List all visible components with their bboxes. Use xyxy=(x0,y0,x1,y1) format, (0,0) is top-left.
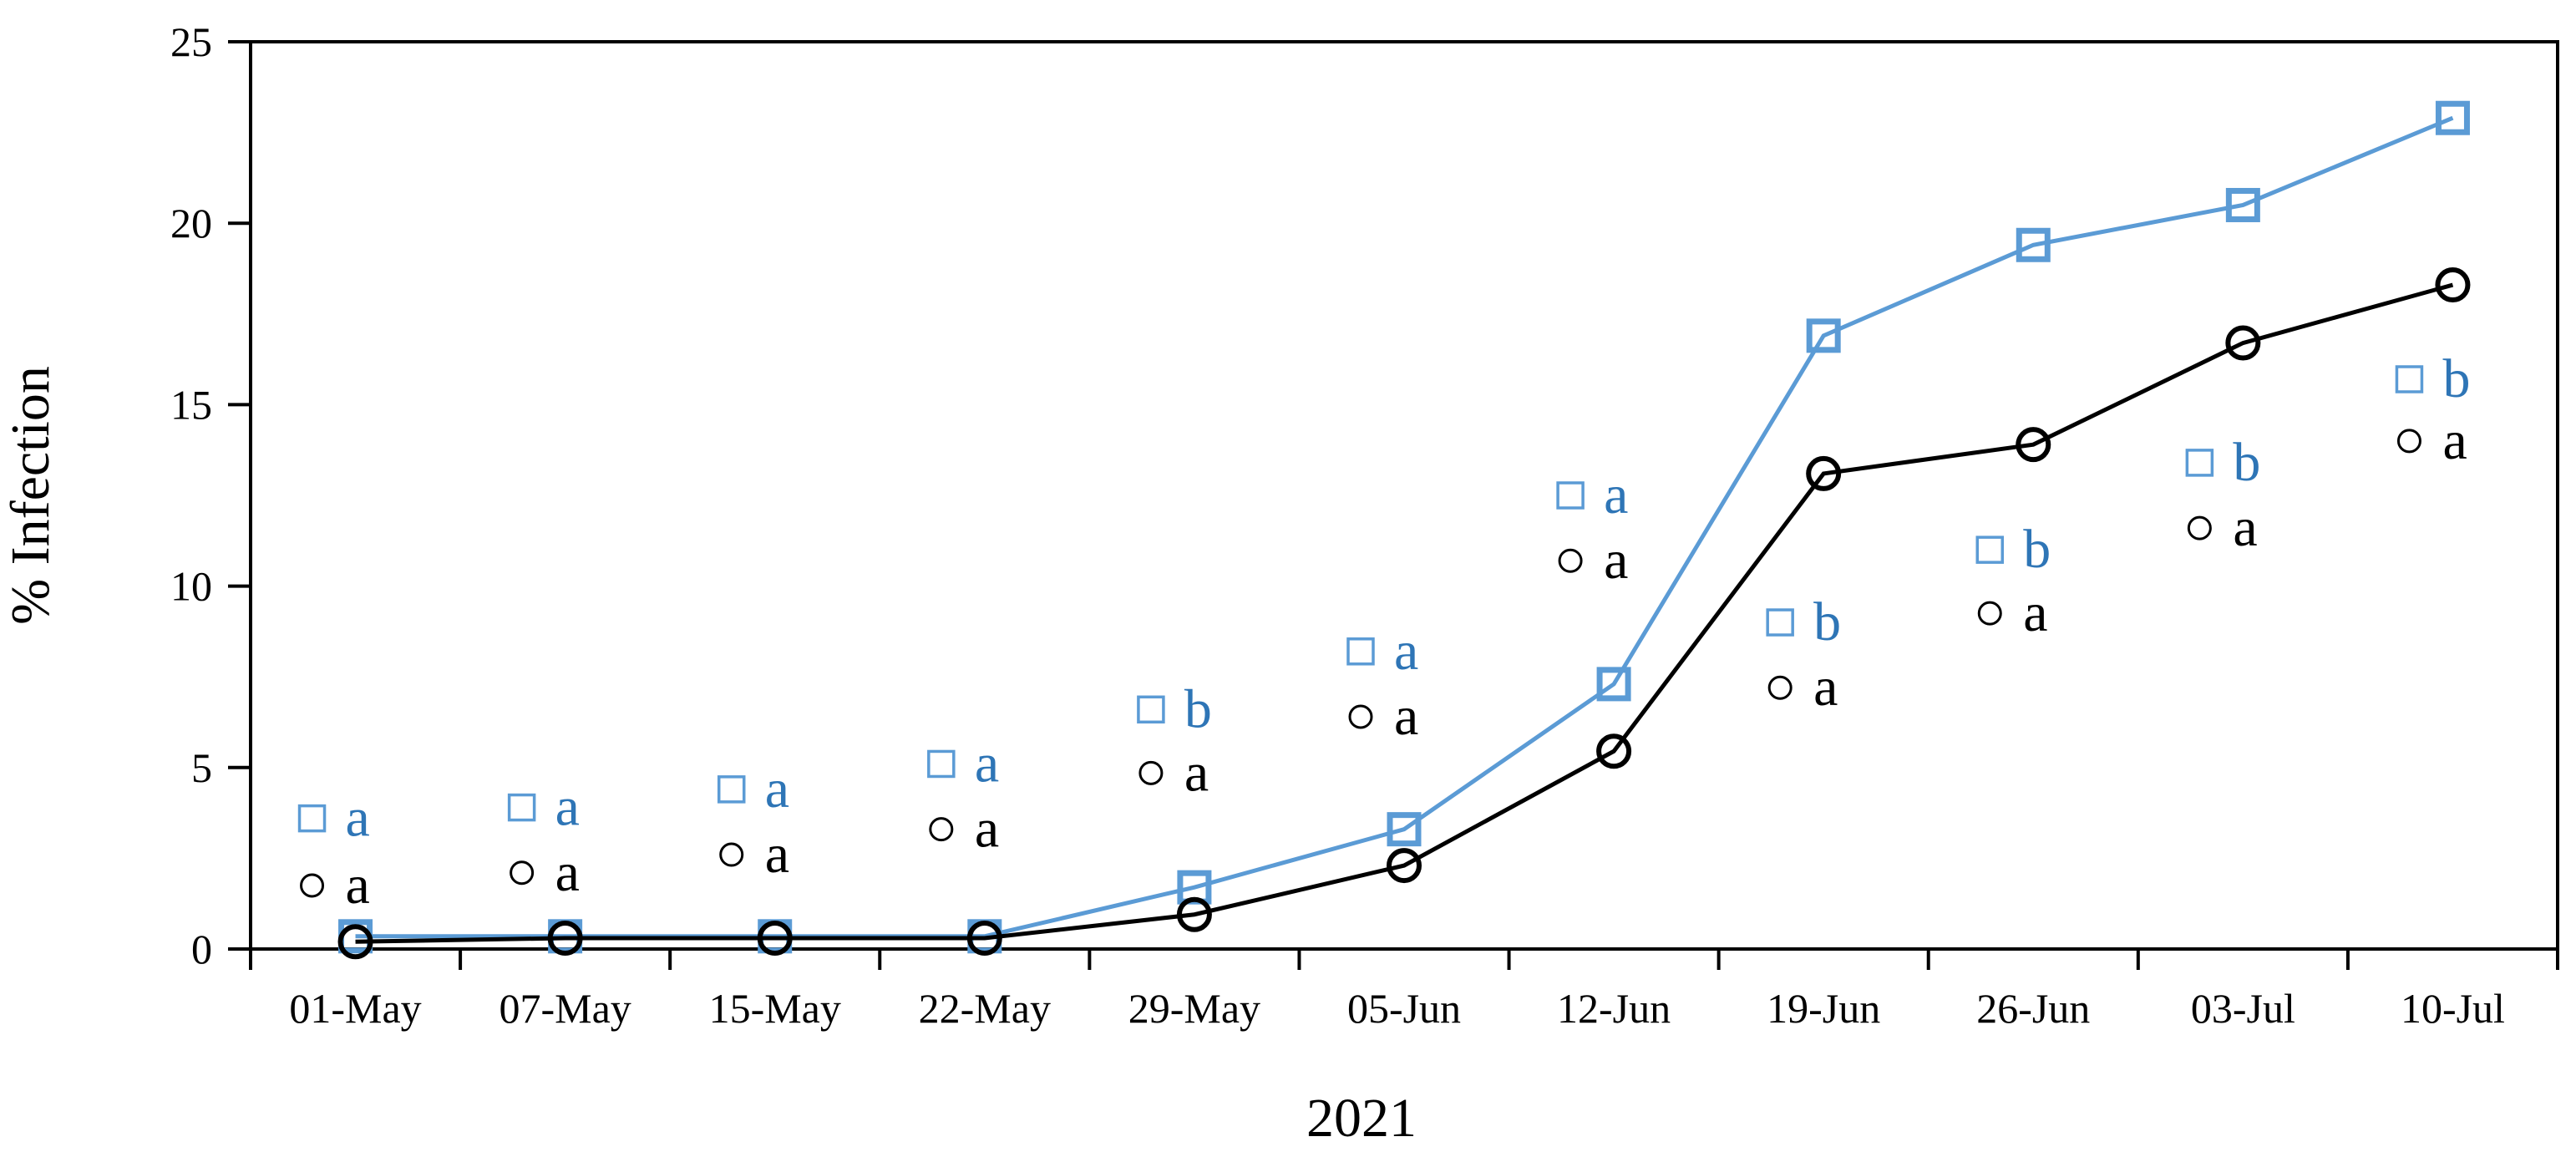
annotation-circle-marker xyxy=(300,873,325,898)
annotation-letter-circle: a xyxy=(1813,657,1838,718)
annotation-circle-marker xyxy=(2396,429,2421,454)
annotation-letter-square: a xyxy=(765,759,789,820)
plot-frame xyxy=(249,40,2559,951)
annotation-letter-square: b xyxy=(2233,432,2260,493)
annotation-letter-circle: a xyxy=(346,855,370,916)
annotation-circle-marker xyxy=(1977,601,2002,626)
y-tick-label: 0 xyxy=(191,926,212,972)
x-tick-label: 10-Jul xyxy=(2401,985,2505,1032)
x-axis-title: 2021 xyxy=(1306,1088,1417,1149)
x-tick-label: 15-May xyxy=(709,985,841,1032)
circle-series-line xyxy=(355,282,2454,944)
annotation-circle-marker xyxy=(1138,760,1164,785)
data-point-square xyxy=(1387,812,1422,847)
annotation-letter-square: b xyxy=(1813,591,1841,652)
annotation-letter-square: a xyxy=(346,788,370,849)
annotation-square-marker xyxy=(2185,449,2214,477)
annotation-letter-square: b xyxy=(1184,678,1212,739)
annotation-square-marker xyxy=(1346,637,1375,666)
annotation-letter-circle: a xyxy=(2023,582,2047,643)
data-point-square xyxy=(1806,318,1841,353)
data-point-circle xyxy=(2435,267,2471,303)
annotation-square-marker xyxy=(297,804,327,833)
y-axis-title: % Infection xyxy=(0,366,61,625)
data-point-square xyxy=(2225,187,2260,222)
y-tick-label: 25 xyxy=(170,18,212,65)
x-tick-label: 01-May xyxy=(289,985,421,1032)
x-tick-label: 03-Jul xyxy=(2191,985,2295,1032)
data-point-circle xyxy=(1806,455,1842,491)
data-point-square xyxy=(2435,100,2470,135)
x-tick-label: 19-Jun xyxy=(1767,985,1880,1032)
annotation-square-marker xyxy=(2395,365,2424,393)
annotation-letter-circle: a xyxy=(2233,497,2257,558)
annotation-letter-square: a xyxy=(555,777,580,838)
data-point-circle xyxy=(1387,848,1422,884)
x-tick-label: 22-May xyxy=(919,985,1051,1032)
annotation-circle-marker xyxy=(1558,548,1583,573)
annotation-letter-square: b xyxy=(2442,348,2470,409)
data-point-circle xyxy=(1176,896,1212,932)
annotation-letter-circle: a xyxy=(765,824,789,885)
x-tick-label: 29-May xyxy=(1128,985,1260,1032)
annotation-circle-marker xyxy=(929,817,954,842)
annotation-letter-circle: a xyxy=(2442,410,2467,471)
data-point-circle xyxy=(2225,325,2261,361)
y-tick-label: 10 xyxy=(170,563,212,610)
annotation-letter-circle: a xyxy=(1604,530,1628,591)
plot-area: 0 5 10 15 20 25 01-May 07-May 15-May 22-May 29-May… xyxy=(170,18,2559,1032)
data-point-circle xyxy=(757,920,793,956)
annotation-letter-circle: a xyxy=(1394,686,1418,747)
data-point-circle xyxy=(1596,733,1632,769)
x-tick-label: 26-Jun xyxy=(1976,985,2090,1032)
y-tick-label: 15 xyxy=(170,381,212,428)
annotation-letter-circle: a xyxy=(555,842,580,903)
annotation-circle-marker xyxy=(1348,704,1373,729)
data-point-square xyxy=(1596,667,1631,702)
data-point-circle xyxy=(966,920,1002,956)
annotation-square-marker xyxy=(507,793,536,822)
annotation-letter-square: a xyxy=(1604,464,1628,525)
annotation-square-marker xyxy=(1137,695,1165,724)
x-tick-label: 05-Jun xyxy=(1347,985,1461,1032)
annotation-square-marker xyxy=(717,775,746,804)
annotation-letter-square: a xyxy=(975,733,999,794)
annotation-letter-square: a xyxy=(1394,621,1418,682)
annotation-square-marker xyxy=(1556,481,1585,510)
data-point-circle xyxy=(337,924,373,960)
annotation-letter-circle: a xyxy=(1184,742,1209,803)
annotation-circle-marker xyxy=(510,860,535,886)
annotation-square-marker xyxy=(927,749,956,779)
y-tick-label: 5 xyxy=(191,744,212,791)
annotation-letter-circle: a xyxy=(975,799,999,860)
data-point-square xyxy=(2016,227,2051,262)
annotation-circle-marker xyxy=(719,842,744,867)
y-tick-label: 20 xyxy=(170,200,212,246)
annotation-square-marker xyxy=(1766,608,1794,637)
annotation-square-marker xyxy=(1975,535,2005,564)
data-point-circle xyxy=(2016,427,2051,463)
x-tick-label: 07-May xyxy=(499,985,631,1032)
annotation-letter-square: b xyxy=(2023,519,2051,580)
annotation-circle-marker xyxy=(1767,675,1793,700)
data-point-circle xyxy=(547,920,583,956)
x-tick-label: 12-Jun xyxy=(1557,985,1671,1032)
annotation-circle-marker xyxy=(2187,515,2212,540)
